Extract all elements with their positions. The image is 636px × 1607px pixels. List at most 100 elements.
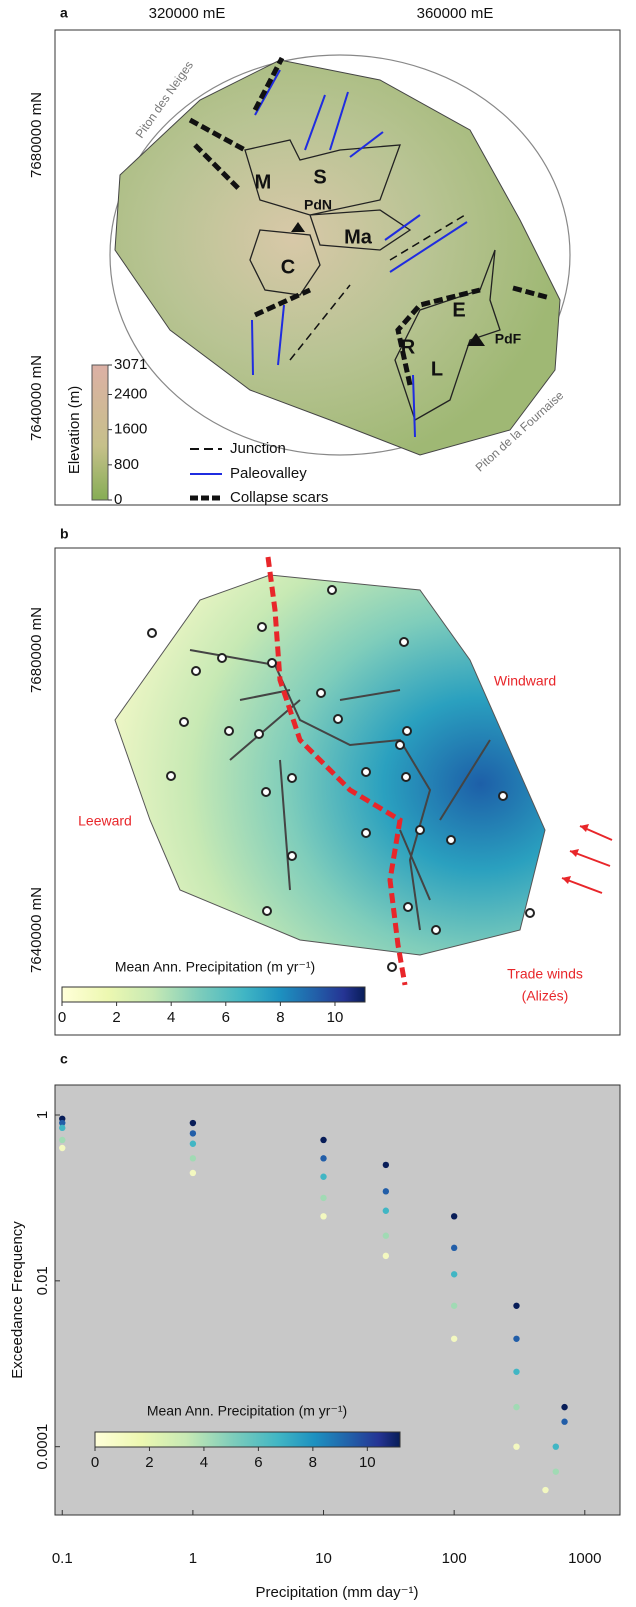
paleovalleys xyxy=(251,69,468,438)
x-tick-label: 100 xyxy=(442,1550,467,1567)
x-tick-label: 1000 xyxy=(568,1550,601,1567)
x-axis-title: Precipitation (mm day⁻¹) xyxy=(256,1584,419,1601)
colorbar-tick-label: 0 xyxy=(114,491,122,508)
colorbar-tick-label: 8 xyxy=(309,1454,317,1471)
y-tick-label: 1 xyxy=(34,1111,51,1119)
data-point xyxy=(189,1130,197,1137)
data-point xyxy=(450,1271,458,1278)
colorbar-tick-label: 2 xyxy=(145,1454,153,1471)
colorbar-tick-label: 2400 xyxy=(114,385,147,402)
colorbar xyxy=(61,986,366,1003)
map-label: S xyxy=(313,166,326,188)
colorbar-tick-label: 1600 xyxy=(114,421,147,438)
data-point xyxy=(189,1140,197,1147)
map-label: M xyxy=(255,171,272,193)
map-label: C xyxy=(281,256,295,278)
collapse-scars xyxy=(188,56,551,386)
data-point xyxy=(59,1144,66,1152)
map-label: PdN xyxy=(304,197,332,213)
data-point xyxy=(450,1244,458,1252)
precip-map xyxy=(114,574,546,956)
legend-label: Junction xyxy=(230,440,286,457)
data-point xyxy=(189,1155,197,1162)
map-label: E xyxy=(452,299,465,321)
panel-label: a xyxy=(60,5,68,21)
island xyxy=(114,59,561,456)
map-frame xyxy=(54,547,621,1036)
data-point xyxy=(382,1188,390,1195)
data-point xyxy=(450,1302,458,1309)
y-tick-label: 0.0001 xyxy=(34,1424,51,1470)
colorbar-tick-label: 0 xyxy=(58,1009,66,1026)
catchments xyxy=(189,649,491,931)
data-point xyxy=(450,1213,458,1220)
data-point xyxy=(320,1194,327,1202)
map-label: Ma xyxy=(344,226,373,248)
colorbar-tick-label: 6 xyxy=(222,1009,230,1026)
data-point xyxy=(552,1443,560,1450)
data-point xyxy=(561,1418,568,1425)
colorbar-tick-label: 0 xyxy=(91,1454,99,1471)
map-label: R xyxy=(401,336,416,358)
data-point xyxy=(513,1443,520,1450)
y-tick-label: 7680000 mN xyxy=(28,92,45,178)
catchments xyxy=(244,139,501,421)
data-point xyxy=(450,1335,458,1342)
panel-c: c 0.1 1 10 100 1000 1 0.01 0.0001 Precipitation… xyxy=(9,1051,621,1601)
elevation-bar xyxy=(91,364,109,501)
colorbar-tick-label: 4 xyxy=(167,1009,175,1026)
data-point xyxy=(189,1169,197,1177)
y-tick-label: 7640000 mN xyxy=(28,887,45,973)
data-point xyxy=(59,1124,66,1132)
data-point xyxy=(320,1213,327,1220)
panel-label: c xyxy=(60,1051,68,1067)
colorbar xyxy=(94,1431,401,1448)
map-label: L xyxy=(431,358,443,380)
wind-arrowheads xyxy=(562,824,589,884)
x-tick-label: 360000 mE xyxy=(417,5,494,22)
legend-label: Collapse scars xyxy=(230,489,328,506)
colorbar-tick-label: 4 xyxy=(200,1454,208,1471)
plot-area xyxy=(54,1084,621,1516)
junctions xyxy=(289,214,466,361)
x-tick-label: 1 xyxy=(189,1550,197,1567)
wind-arrows xyxy=(561,825,613,894)
data-point xyxy=(513,1335,520,1342)
colorbar-tick-label: 800 xyxy=(114,456,139,473)
colorbar-tick-label: 10 xyxy=(327,1009,344,1026)
divide xyxy=(265,556,408,986)
data-point xyxy=(59,1136,66,1144)
data-point xyxy=(542,1486,549,1494)
data-point xyxy=(382,1207,390,1214)
y-tick-label: 0.01 xyxy=(34,1266,51,1295)
data-point xyxy=(382,1252,390,1260)
x-tick-label: 320000 mE xyxy=(149,5,226,22)
data-point xyxy=(513,1368,520,1375)
legend-label: Paleovalley xyxy=(230,465,307,482)
colorbar-tick-label: 10 xyxy=(359,1454,376,1471)
x-tick-label: 0.1 xyxy=(52,1550,73,1567)
y-axis-title: Exceedance Frequency xyxy=(9,1221,26,1379)
map-label: PdF xyxy=(495,331,522,347)
stations xyxy=(147,585,535,972)
colorbar-title: Mean Ann. Precipitation (m yr⁻¹) xyxy=(147,1403,347,1419)
data-point xyxy=(382,1232,390,1239)
data-point xyxy=(513,1403,520,1411)
y-tick-label: 7680000 mN xyxy=(28,607,45,693)
panel-a: a 320000 mE 360000 mE 7680000 mN 7640000… xyxy=(28,5,621,508)
colorbar-tick-label: 2 xyxy=(112,1009,120,1026)
annotation: Trade winds xyxy=(507,966,583,982)
annotation: (Alizés) xyxy=(522,988,569,1004)
data-point xyxy=(552,1468,560,1475)
volcano-outline xyxy=(109,54,571,456)
data-point xyxy=(189,1119,197,1127)
panel-label: b xyxy=(60,526,69,542)
panel-b: b 7680000 mN 7640000 mN Windward Leeward… xyxy=(28,526,621,1036)
data-point xyxy=(320,1155,327,1162)
data-point xyxy=(59,1119,66,1127)
colorbar-tick-label: 3071 xyxy=(114,356,147,373)
data-point xyxy=(513,1302,520,1309)
data-point xyxy=(320,1173,327,1180)
colorbar-tick-label: 8 xyxy=(276,1009,284,1026)
